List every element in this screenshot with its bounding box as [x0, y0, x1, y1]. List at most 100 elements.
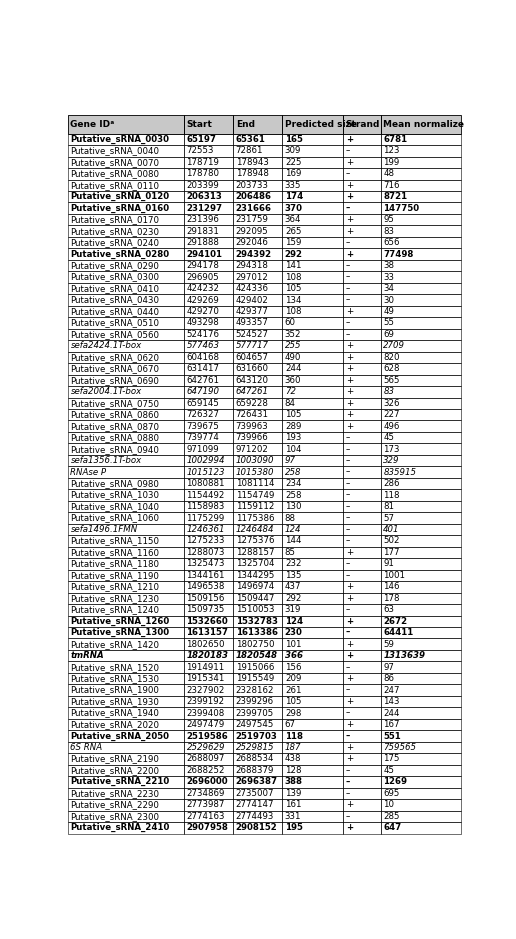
Text: 286: 286: [383, 479, 400, 488]
Text: 203733: 203733: [236, 181, 269, 190]
Bar: [343, 581, 380, 593]
Text: 659145: 659145: [186, 399, 219, 408]
Bar: [282, 329, 343, 340]
Bar: [68, 650, 184, 661]
Text: +: +: [346, 548, 353, 557]
Bar: [343, 810, 380, 822]
Text: 72861: 72861: [236, 146, 263, 155]
Bar: [343, 593, 380, 604]
Bar: [184, 432, 233, 443]
Text: 175: 175: [383, 754, 400, 763]
Bar: [380, 673, 461, 685]
Text: 1915066: 1915066: [236, 663, 274, 671]
Bar: [233, 249, 282, 260]
Bar: [380, 214, 461, 225]
Bar: [380, 718, 461, 731]
Text: 1269: 1269: [383, 777, 407, 786]
Bar: [343, 639, 380, 650]
Text: 225: 225: [285, 158, 301, 167]
Bar: [282, 685, 343, 696]
Bar: [68, 570, 184, 581]
Text: 1802750: 1802750: [236, 639, 274, 649]
Bar: [343, 753, 380, 764]
Bar: [68, 799, 184, 810]
Text: 234: 234: [285, 479, 301, 488]
Bar: [380, 432, 461, 443]
Bar: [68, 249, 184, 260]
Bar: [343, 225, 380, 237]
Text: Start: Start: [186, 120, 213, 129]
Text: –: –: [346, 560, 350, 568]
Text: 231759: 231759: [236, 215, 268, 224]
Text: –: –: [346, 445, 350, 454]
Bar: [282, 329, 343, 340]
Bar: [380, 294, 461, 306]
Bar: [380, 650, 461, 661]
Text: +: +: [346, 824, 353, 832]
Bar: [380, 753, 461, 764]
Bar: [233, 616, 282, 627]
Text: Putative_sRNA_2190: Putative_sRNA_2190: [70, 754, 159, 763]
Bar: [380, 558, 461, 570]
Bar: [184, 133, 233, 146]
Text: 6781: 6781: [383, 135, 407, 144]
Text: 203399: 203399: [186, 181, 219, 190]
Bar: [233, 685, 282, 696]
Text: Putative_sRNA_2230: Putative_sRNA_2230: [70, 789, 159, 798]
Bar: [380, 731, 461, 742]
Bar: [343, 707, 380, 718]
Text: 2688097: 2688097: [186, 754, 225, 763]
Bar: [343, 570, 380, 581]
Bar: [380, 133, 461, 146]
Bar: [380, 524, 461, 535]
Bar: [233, 500, 282, 513]
Bar: [282, 203, 343, 214]
Text: 2696000: 2696000: [186, 777, 228, 786]
Bar: [282, 764, 343, 777]
Bar: [282, 788, 343, 799]
Bar: [343, 489, 380, 500]
Text: –: –: [346, 146, 350, 155]
Bar: [343, 604, 380, 616]
Text: Putative_sRNA_0240: Putative_sRNA_0240: [70, 239, 159, 247]
Bar: [68, 731, 184, 742]
Text: Putative_sRNA_1420: Putative_sRNA_1420: [70, 639, 159, 649]
Text: 1313639: 1313639: [383, 652, 425, 660]
Bar: [68, 718, 184, 731]
Bar: [233, 115, 282, 133]
Bar: [343, 661, 380, 673]
Text: 424336: 424336: [236, 284, 269, 293]
Bar: [282, 558, 343, 570]
Bar: [68, 454, 184, 467]
Text: 60: 60: [285, 318, 296, 328]
Bar: [184, 489, 233, 500]
Text: 438: 438: [285, 754, 301, 763]
Bar: [380, 822, 461, 834]
Bar: [380, 661, 461, 673]
Bar: [380, 673, 461, 685]
Bar: [380, 249, 461, 260]
Bar: [68, 535, 184, 546]
Bar: [233, 421, 282, 432]
Text: Putative_sRNA_2410: Putative_sRNA_2410: [70, 824, 170, 832]
Text: –: –: [346, 456, 350, 465]
Text: sefa2004.1T-box: sefa2004.1T-box: [70, 387, 142, 396]
Bar: [68, 696, 184, 707]
Bar: [282, 718, 343, 731]
Bar: [68, 764, 184, 777]
Bar: [380, 306, 461, 317]
Bar: [282, 546, 343, 558]
Bar: [282, 524, 343, 535]
Text: –: –: [346, 777, 350, 786]
Bar: [343, 467, 380, 478]
Bar: [184, 397, 233, 409]
Text: –: –: [346, 318, 350, 328]
Text: 1175299: 1175299: [186, 514, 225, 522]
Bar: [282, 822, 343, 834]
Bar: [343, 524, 380, 535]
Text: 67: 67: [285, 720, 296, 729]
Bar: [233, 421, 282, 432]
Bar: [233, 810, 282, 822]
Bar: [68, 249, 184, 260]
Bar: [184, 707, 233, 718]
